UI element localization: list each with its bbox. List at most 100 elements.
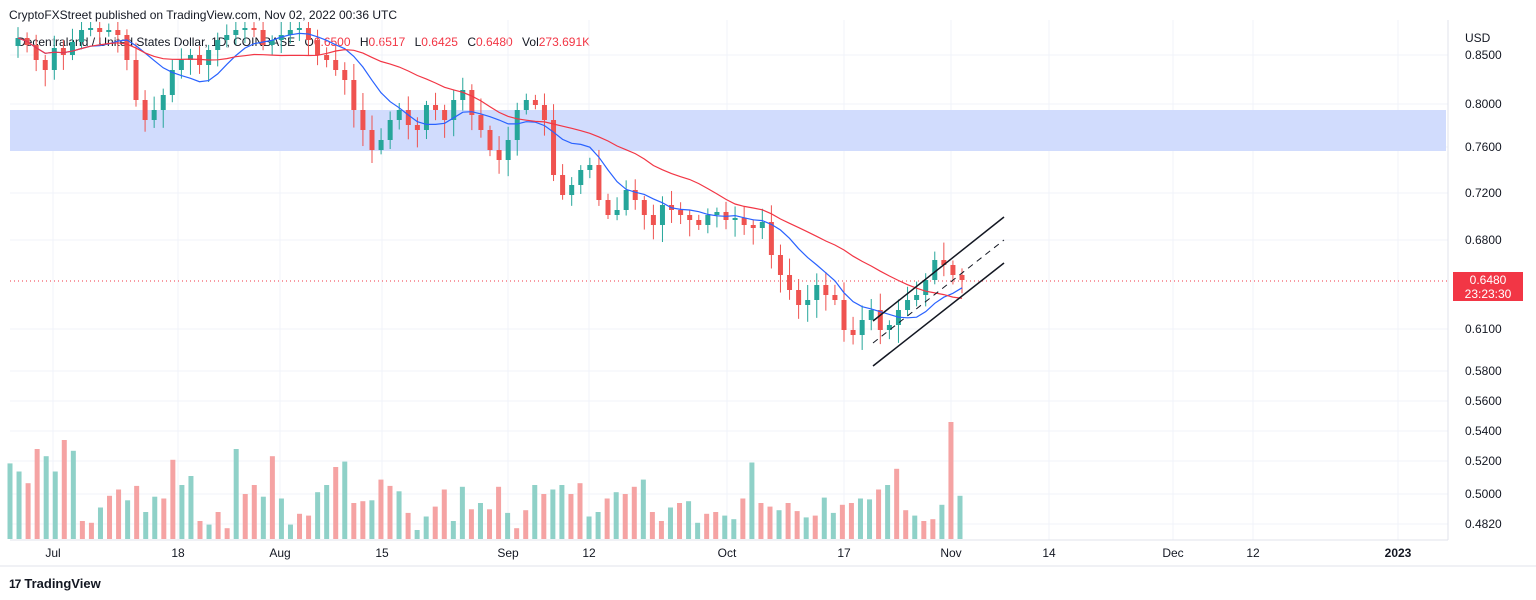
- volume-bar: [939, 504, 945, 539]
- candle-body: [514, 110, 520, 140]
- volume-bar: [351, 503, 357, 539]
- volume-bar: [61, 440, 67, 539]
- time-tick-label: Oct: [718, 546, 737, 560]
- volume-bar: [595, 512, 601, 539]
- volume-bar: [215, 512, 221, 539]
- candle-body: [469, 90, 475, 115]
- price-tick-label: 0.7200: [1465, 186, 1502, 200]
- candle-body: [950, 265, 956, 275]
- candle-body: [777, 255, 783, 275]
- low-value: 0.6425: [421, 35, 458, 49]
- candle-body: [496, 150, 502, 160]
- candle-body: [396, 110, 402, 120]
- candle-body: [868, 310, 874, 320]
- volume-bar: [505, 512, 511, 539]
- volume-bar: [16, 471, 22, 539]
- volume-bar: [622, 494, 628, 539]
- candle-body: [505, 140, 511, 160]
- volume-bar: [948, 422, 954, 539]
- volume-bar: [713, 512, 719, 539]
- candle-body: [832, 295, 838, 300]
- volume-bar: [487, 509, 493, 539]
- candle-body: [442, 110, 448, 120]
- volume-bar: [459, 486, 465, 539]
- high-value: 0.6517: [368, 35, 406, 49]
- volume-bar: [25, 483, 31, 539]
- candle-body: [433, 105, 439, 110]
- volume-bar: [667, 507, 673, 539]
- volume-bar: [550, 489, 556, 539]
- price-tick-label: 0.5400: [1465, 424, 1502, 438]
- volume-bar: [360, 501, 366, 539]
- candle-body: [260, 30, 266, 45]
- volume-bar: [179, 485, 185, 539]
- volume-bar: [740, 498, 746, 539]
- candle-body: [541, 105, 547, 120]
- volume-bar: [79, 521, 85, 539]
- volume-bar: [903, 510, 909, 539]
- time-tick-label: Jul: [45, 546, 60, 560]
- last-price-tag: 0.6480 23:23:30: [1453, 272, 1523, 301]
- candle-body: [841, 300, 847, 330]
- volume-bar: [441, 489, 447, 539]
- candle-body: [687, 215, 693, 220]
- open-label: O: [304, 35, 314, 49]
- publish-caption: CryptoFXStreet published on TradingView.…: [9, 8, 397, 22]
- channel-mid-line: [872, 239, 1005, 344]
- volume-bar: [577, 483, 583, 539]
- candle-body: [251, 28, 257, 30]
- supply-zone: [10, 110, 1446, 151]
- time-tick-label: 12: [582, 546, 596, 560]
- candle-body: [886, 325, 892, 330]
- price-tick-label: 0.7600: [1465, 140, 1502, 154]
- volume-bar: [894, 468, 900, 539]
- volume-bar: [306, 515, 312, 539]
- volume-bar: [803, 517, 809, 539]
- candle-body: [623, 190, 629, 210]
- volume-value: 273.691K: [538, 35, 591, 49]
- candle-body: [614, 210, 620, 215]
- candle-body: [115, 30, 121, 35]
- volume-bar: [260, 496, 266, 539]
- volume-bar: [125, 500, 131, 539]
- volume-bar: [152, 496, 158, 539]
- currency-label: USD: [1465, 31, 1491, 45]
- close-label: C: [467, 35, 476, 49]
- volume-bar: [921, 521, 927, 539]
- time-tick-label: Dec: [1162, 546, 1183, 560]
- volume-bar: [885, 485, 891, 539]
- volume-bar: [88, 522, 94, 539]
- volume-bar: [97, 507, 103, 539]
- volume-bar: [315, 492, 321, 539]
- candle-body: [632, 190, 638, 200]
- price-tick-label: 0.6800: [1465, 233, 1502, 247]
- volume-bar: [749, 462, 755, 539]
- volume-bar: [7, 463, 13, 539]
- price-tick-label: 0.6100: [1465, 322, 1502, 336]
- fast-moving-average: [17, 32, 963, 319]
- volume-bar: [695, 522, 701, 539]
- candle-body: [478, 115, 484, 130]
- candle-body: [15, 38, 21, 46]
- tradingview-logo[interactable]: 17 TradingView: [9, 576, 101, 591]
- candle-body: [932, 260, 938, 280]
- candle-body: [796, 290, 802, 305]
- volume-bar: [686, 501, 692, 539]
- candle-body: [850, 330, 856, 335]
- candle-body: [560, 175, 566, 195]
- volume-bar: [957, 495, 963, 539]
- volume-bar: [767, 506, 773, 539]
- tradingview-mark-icon: 17: [9, 576, 21, 591]
- price-tick-label: 0.5600: [1465, 394, 1502, 408]
- candle-body: [160, 95, 166, 110]
- volume-bar: [405, 512, 411, 539]
- candle-body: [60, 48, 66, 55]
- candle-body: [732, 218, 738, 220]
- candle-body: [650, 215, 656, 225]
- slow-moving-average: [17, 37, 963, 299]
- volume-bar: [387, 485, 393, 539]
- candle-body: [233, 30, 239, 35]
- candle-body: [369, 130, 375, 150]
- candle-body: [69, 42, 75, 55]
